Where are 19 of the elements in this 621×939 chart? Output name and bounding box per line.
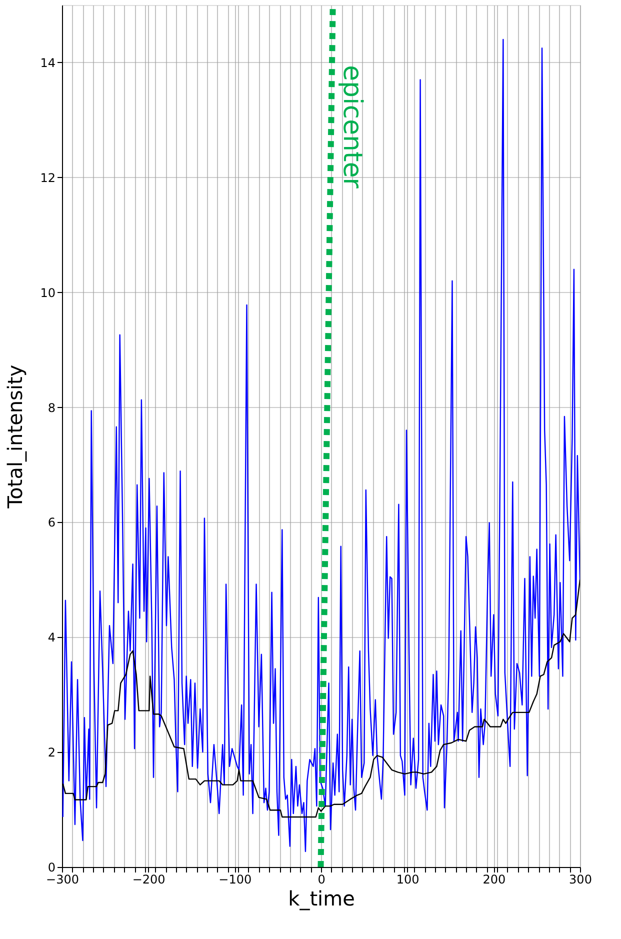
y-tick-label: 0	[48, 860, 56, 874]
text: epicenter	[336, 65, 367, 189]
y-tick-label: 8	[48, 400, 56, 415]
y-tick-label: 12	[40, 170, 56, 185]
line-series	[62, 38, 580, 852]
y-tick-label: 6	[48, 516, 56, 530]
y-tick-label: 2	[48, 746, 56, 760]
x-tick-label: −100	[218, 872, 252, 886]
x-tick-label: 100	[396, 872, 420, 886]
x-tick-label: 200	[482, 872, 506, 886]
x-tick-label: −300	[46, 872, 79, 886]
x-tick-label: 300	[569, 872, 592, 886]
x-tick-label: 0	[318, 872, 326, 886]
y-tick-label: 10	[40, 286, 56, 300]
y-tick-label: 4	[48, 630, 56, 645]
y-tick-label: 14	[40, 56, 56, 70]
x-tick-label: −200	[132, 872, 166, 886]
y-axis-title: Total_intensity	[3, 364, 28, 510]
x-axis-title: k_time	[288, 886, 355, 910]
